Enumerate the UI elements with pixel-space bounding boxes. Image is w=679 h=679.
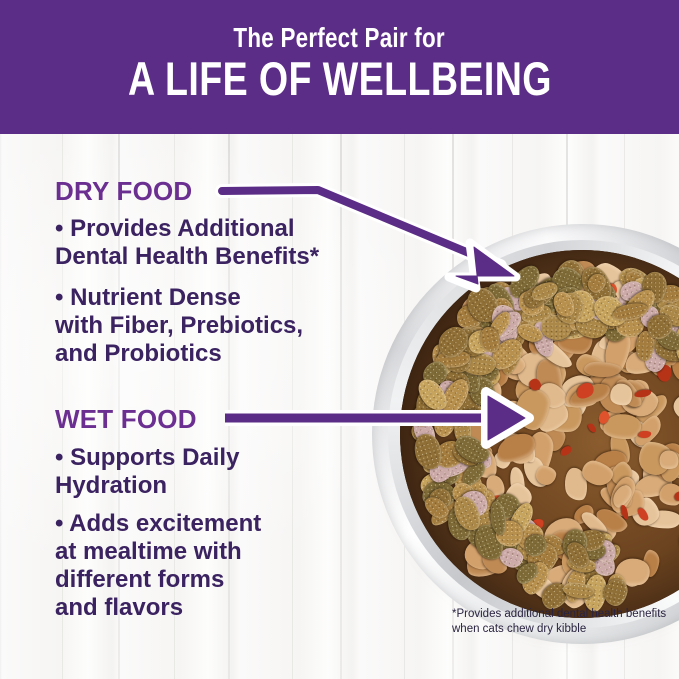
bullet-line: • Supports Daily <box>55 444 240 471</box>
banner-title: A LIFE OF WELLBEING <box>127 52 552 106</box>
bullet-line: • Adds excitement <box>55 510 262 537</box>
bullet-line: at mealtime with <box>55 538 242 565</box>
bullet-line: Hydration <box>55 472 168 499</box>
section-heading-wet-food: WET FOOD <box>55 404 197 434</box>
bowl-contents <box>400 250 679 618</box>
bullet-line: with Fiber, Prebiotics, <box>55 312 304 339</box>
bullet-wet-1: • Supports Daily Hydration <box>55 444 385 500</box>
bullet-line: and Probiotics <box>55 340 222 367</box>
section-heading-dry-food: DRY FOOD <box>55 176 193 206</box>
banner-subtitle: The Perfect Pair for <box>233 21 446 53</box>
footnote-text: *Provides additional dental health benef… <box>452 608 667 635</box>
bullet-line: • Nutrient Dense <box>55 284 241 311</box>
bullet-dry-1: • Provides Additional Dental Health Bene… <box>55 215 385 271</box>
bullet-line: different forms <box>55 566 225 593</box>
bullet-line: and flavors <box>55 594 184 621</box>
bullet-line: Dental Health Benefits* <box>55 243 320 270</box>
header-banner: The Perfect Pair for A LIFE OF WELLBEING <box>0 0 679 134</box>
pet-food-bowl-image <box>372 224 679 644</box>
bullet-line: • Provides Additional <box>55 215 295 242</box>
bullet-wet-2: • Adds excitement at mealtime with diffe… <box>55 510 385 622</box>
bullet-dry-2: • Nutrient Dense with Fiber, Prebiotics,… <box>55 284 385 368</box>
